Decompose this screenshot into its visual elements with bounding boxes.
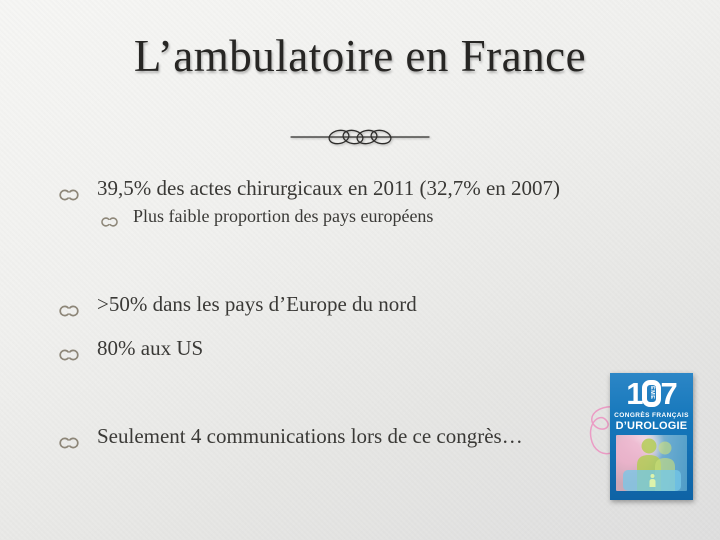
bullet-text: >50% dans les pays d’Europe du nord xyxy=(97,292,417,316)
bullet-item: >50% dans les pays d’Europe du nord xyxy=(58,291,417,324)
bullet-text: 39,5% des actes chirurgicaux en 2011 (32… xyxy=(97,176,561,200)
bullet-item: 80% aux US xyxy=(58,335,203,368)
flourish-divider-icon xyxy=(290,127,430,147)
logo-digit-1: 1 xyxy=(626,375,643,411)
logo-urology-line: D’UROLOGIE xyxy=(615,420,688,432)
logo-congress-line: CONGRÈS FRANÇAIS xyxy=(614,412,689,419)
interlocked-rings-bullet-icon xyxy=(58,298,80,324)
interlocked-rings-bullet-icon xyxy=(58,430,80,456)
bullet-text: 80% aux US xyxy=(97,336,204,360)
interlocked-rings-bullet-icon xyxy=(58,182,80,208)
flourish-divider-graphic xyxy=(290,129,430,145)
bullet-item: 39,5% des actes chirurgicaux en 2011 (32… xyxy=(58,175,560,208)
logo-digit-7: 7 xyxy=(660,375,678,411)
interlocked-rings-bullet-icon xyxy=(100,211,119,234)
logo-ordinal: ÈME xyxy=(648,386,655,400)
slide-title: L’ambulatoire en France xyxy=(133,31,587,81)
interlocked-rings-bullet-icon xyxy=(58,342,80,368)
bullet-text: Plus faible proportion des pays européen… xyxy=(133,206,434,226)
logo-photo xyxy=(616,435,687,491)
bullet-item: Seulement 4 communications lors de ce co… xyxy=(58,423,523,456)
bullet-text: Seulement 4 communications lors de ce co… xyxy=(97,424,523,448)
logo-number: 1 ÈME 7 xyxy=(610,373,693,410)
congress-logo: 1 ÈME 7 CONGRÈS FRANÇAIS D’UROLOGIE xyxy=(610,373,693,500)
bullet-subitem: Plus faible proportion des pays européen… xyxy=(100,205,433,234)
people-silhouettes-icon xyxy=(623,438,681,491)
logo-digit-0: ÈME xyxy=(641,379,661,407)
